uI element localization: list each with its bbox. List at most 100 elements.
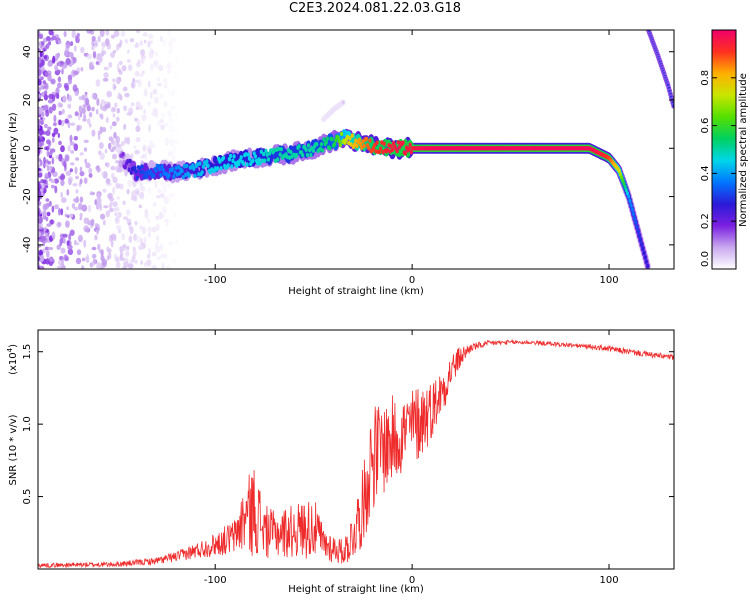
noise-speckle: [110, 200, 114, 205]
ridge-core: [337, 139, 341, 144]
noise-speckle: [38, 147, 41, 155]
noise-speckle: [50, 179, 56, 184]
noise-speckle: [99, 152, 105, 160]
spectrogram-panel: -100 0 100 -40 -20 0 20 40 Height of straight …: [8, 29, 675, 297]
noise-speckle: [38, 157, 41, 162]
noise-speckle: [78, 105, 82, 113]
noise-speckle: [54, 204, 59, 210]
noise-speckle: [143, 87, 148, 94]
noise-speckle: [170, 133, 175, 137]
noise-speckle: [166, 264, 170, 269]
noise-speckle: [172, 259, 177, 264]
noise-speckle: [147, 80, 151, 88]
noise-speckle: [65, 170, 72, 176]
noise-speckle: [60, 208, 64, 216]
noise-speckle: [163, 253, 167, 259]
ridge-core: [264, 148, 268, 154]
noise-speckle: [66, 240, 70, 247]
noise-speckle: [73, 135, 79, 141]
spectrogram-x-label: Height of straight line (km): [288, 286, 424, 297]
noise-speckle: [153, 108, 158, 114]
noise-speckles: [38, 30, 182, 269]
snr-y-multiplier: (x104): [6, 344, 19, 375]
x-tick-label: -100: [204, 575, 227, 586]
noise-speckle: [103, 72, 109, 78]
noise-speckle: [56, 62, 61, 67]
noise-speckle: [91, 129, 96, 137]
colorbar: 0.0 0.2 0.4 0.6 0.8 Normalized spectral ampl…: [700, 29, 749, 270]
noise-speckle: [119, 246, 122, 253]
colorbar-tick-label: 0.6: [700, 118, 711, 134]
noise-speckle: [60, 61, 65, 65]
noise-speckle: [45, 109, 50, 117]
noise-speckle: [84, 227, 90, 233]
noise-speckle: [147, 226, 152, 234]
noise-speckle: [152, 88, 158, 95]
noise-speckle: [136, 236, 142, 243]
noise-speckle: [95, 79, 101, 87]
noise-speckle: [70, 149, 75, 154]
ridge-core: [129, 170, 133, 175]
noise-speckle: [79, 217, 82, 221]
noise-speckle: [63, 254, 68, 261]
noise-speckle: [135, 30, 141, 34]
noise-speckle: [69, 229, 75, 236]
noise-speckle: [95, 109, 99, 115]
noise-speckle: [112, 201, 118, 208]
noise-speckle: [151, 252, 157, 257]
noise-speckle: [102, 77, 109, 82]
ridge-core: [355, 143, 359, 149]
noise-speckle: [56, 221, 62, 228]
noise-speckle: [119, 94, 123, 101]
noise-speckle: [104, 103, 111, 109]
ridge-core: [201, 164, 205, 169]
noise-speckle: [163, 100, 167, 108]
ridge-core: [321, 148, 325, 153]
noise-speckle: [110, 34, 116, 39]
noise-speckle: [81, 107, 86, 114]
noise-speckle: [99, 103, 103, 111]
noise-speckle: [123, 105, 128, 112]
noise-speckle: [57, 102, 62, 108]
colorbar-tick-label: 0.0: [700, 251, 711, 267]
noise-speckle: [131, 254, 135, 263]
snr-x-label: Height of straight line (km): [288, 584, 424, 595]
ridge-core: [275, 147, 279, 152]
ridge-mid: [118, 160, 124, 168]
noise-speckle: [164, 122, 169, 127]
ridge-core: [407, 146, 411, 152]
noise-speckle: [58, 110, 62, 116]
noise-speckle: [160, 35, 163, 42]
colorbar-tick-label: 0.8: [700, 70, 711, 86]
noise-speckle: [40, 45, 46, 51]
noise-speckle: [114, 212, 118, 217]
noise-speckle: [38, 202, 41, 207]
ridge-core: [336, 135, 340, 140]
noise-speckle: [38, 34, 43, 39]
noise-speckle: [167, 70, 171, 74]
noise-speckle: [79, 152, 84, 156]
noise-speckle: [172, 156, 176, 161]
noise-speckle: [101, 171, 105, 176]
ridge-core: [634, 220, 638, 225]
noise-speckle: [46, 165, 50, 172]
noise-speckle: [56, 244, 61, 250]
noise-speckle: [122, 243, 127, 249]
ridge-core: [386, 148, 390, 153]
ridge-core: [338, 143, 342, 148]
ridge-core: [403, 151, 407, 156]
ridge-core: [308, 148, 312, 153]
colorbar-label: Normalized spectral amplitude: [738, 73, 749, 227]
noise-speckle: [118, 60, 123, 66]
noise-speckle: [148, 187, 151, 194]
noise-speckle: [144, 262, 147, 268]
ridge-core: [392, 140, 396, 146]
noise-speckle: [42, 242, 46, 247]
noise-speckle: [106, 255, 110, 261]
noise-speckle: [91, 92, 97, 100]
noise-speckle: [74, 242, 80, 246]
ridge-core: [348, 136, 352, 141]
noise-speckle: [79, 178, 83, 185]
spectrogram-frame: [37, 29, 675, 270]
ridge-core: [259, 149, 263, 154]
